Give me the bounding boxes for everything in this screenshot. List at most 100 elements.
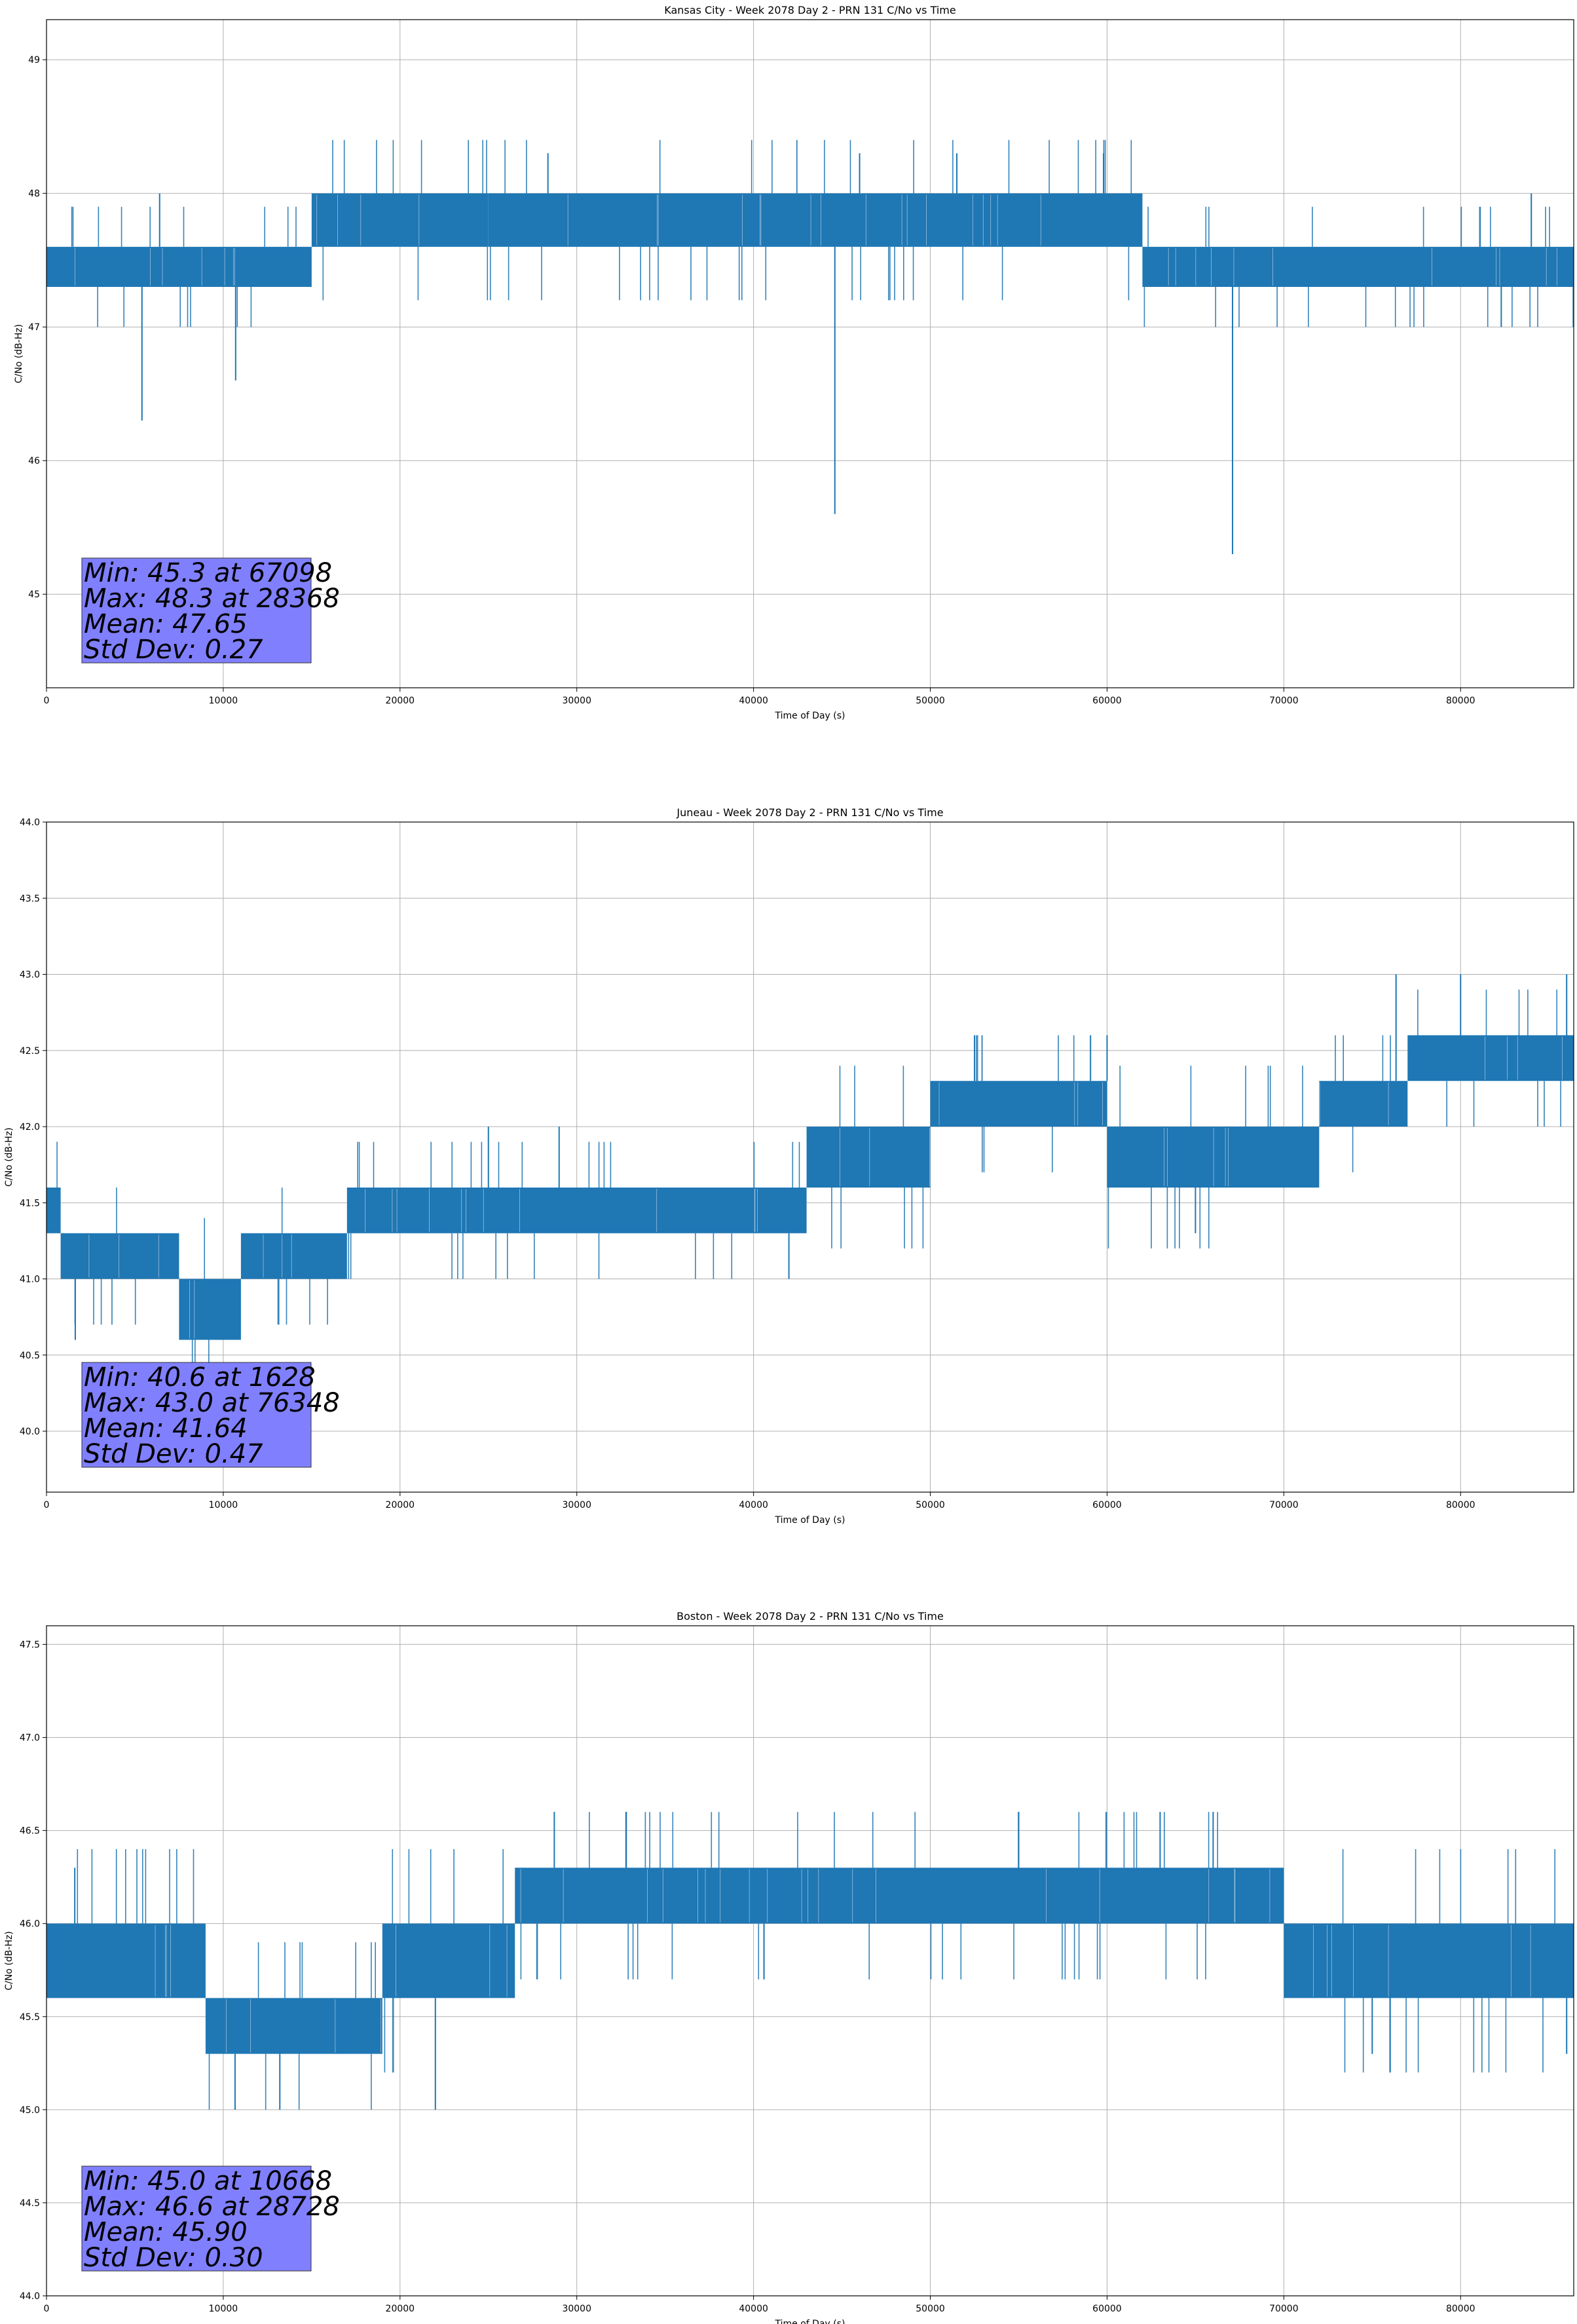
data-gaps [1168,248,1557,286]
chart-title: Boston - Week 2078 Day 2 - PRN 131 C/No … [677,1610,944,1622]
data-excursions [384,1849,504,2072]
y-tick-label: 40.0 [20,1427,40,1437]
data-excursions [97,206,297,328]
chart-0: Kansas City - Week 2078 Day 2 - PRN 131 … [14,4,1574,721]
x-tick-label: 60000 [1092,2304,1122,2314]
y-axis-label: C/No (dB-Hz) [14,324,24,383]
data-excursions [520,1812,1218,1979]
chart-title: Kansas City - Week 2078 Day 2 - PRN 131 … [664,4,955,16]
x-tick-label: 40000 [739,696,768,706]
stats-max: Max: 43.0 at 76348 [84,1388,340,1418]
data-band [806,1127,931,1188]
chart-title: Juneau - Week 2078 Day 2 - PRN 131 C/No … [676,806,943,819]
y-tick-label: 49 [28,55,40,66]
stats-max: Max: 46.6 at 28728 [84,2192,340,2222]
y-tick-label: 45.0 [20,2105,40,2116]
x-tick-label: 10000 [209,2304,238,2314]
data-band [205,1998,382,2054]
stats-box [81,1362,312,1468]
data-band [46,1188,61,1233]
y-tick-label: 41.5 [20,1198,40,1209]
data-band [1284,1923,1574,1998]
data-gaps [1313,1924,1531,1997]
x-tick-label: 60000 [1092,696,1122,706]
stats-max: Max: 48.3 at 28368 [84,584,340,614]
x-tick-label: 30000 [562,2304,591,2314]
y-tick-label: 46.5 [20,1826,40,1837]
data-gaps [1485,1036,1563,1080]
data-band [81,246,312,287]
stats-mean: Mean: 45.90 [84,2217,248,2247]
stats-std: Std Dev: 0.27 [84,635,263,665]
x-tick-label: 50000 [916,1500,945,1510]
stats-mean: Mean: 47.65 [84,609,248,639]
x-axis-label: Time of Day (s) [775,711,845,721]
y-tick-label: 48 [28,189,40,199]
plot-frame [46,19,1574,688]
data-excursions [1417,989,1561,1127]
data-band [179,1279,241,1340]
data-gaps [396,1924,508,1997]
x-tick-label: 20000 [386,2304,415,2314]
data-excursions [71,206,74,247]
data-gaps [226,1999,381,2053]
y-tick-label: 45.5 [20,2012,40,2023]
y-tick-label: 43.5 [20,893,40,904]
stats-std: Std Dev: 0.47 [84,1439,263,1469]
x-tick-label: 50000 [916,2304,945,2314]
data-band [515,1867,1284,1924]
x-tick-label: 70000 [1269,1500,1299,1510]
chart-2: Boston - Week 2078 Day 2 - PRN 131 C/No … [4,1610,1574,2324]
data-gaps [1164,1128,1229,1186]
x-tick-label: 70000 [1269,2304,1299,2314]
x-tick-label: 80000 [1446,1500,1475,1510]
x-axis-label: Time of Day (s) [775,1515,845,1526]
data-excursions [1107,1066,1303,1248]
data-band [60,1233,179,1279]
x-tick-label: 0 [44,696,50,706]
y-tick-label: 45 [28,590,40,600]
data-excursions [976,1035,1092,1172]
data-gaps [1319,1082,1389,1125]
x-tick-label: 80000 [1446,2304,1475,2314]
data-gaps [520,1869,1271,1922]
x-tick-label: 80000 [1446,696,1475,706]
plot-frame [46,1625,1574,2296]
stats-std: Std Dev: 0.30 [84,2243,263,2273]
data-gaps [150,248,235,286]
x-tick-label: 40000 [739,2304,768,2314]
x-tick-label: 0 [44,2304,50,2314]
chart-1: Juneau - Week 2078 Day 2 - PRN 131 C/No … [4,806,1574,1526]
data-band [488,193,1143,247]
data-band [46,1923,206,1998]
data-gaps [938,1082,1103,1125]
y-tick-label: 40.5 [20,1351,40,1361]
x-tick-label: 70000 [1269,696,1299,706]
data-band [1319,1081,1408,1127]
plot-frame [46,821,1574,1493]
x-tick-label: 20000 [386,1500,415,1510]
data-excursions [1342,1849,1555,2072]
data-gaps [567,195,1041,246]
x-axis-label: Time of Day (s) [775,2319,845,2324]
data-band [382,1923,515,1998]
data-band [1142,246,1574,287]
x-tick-label: 60000 [1092,1500,1122,1510]
stats-min: Min: 45.3 at 67098 [84,558,332,588]
y-tick-label: 47 [28,322,40,333]
data-excursions [831,1066,924,1248]
stats-min: Min: 45.0 at 10668 [84,2166,332,2196]
y-axis-label: C/No (dB-Hz) [4,1931,14,1990]
y-axis-label: C/No (dB-Hz) [4,1127,14,1186]
stats-box [81,557,312,664]
data-band [930,1081,1107,1127]
y-tick-label: 43.0 [20,970,40,981]
x-tick-label: 10000 [209,1500,238,1510]
data-gaps [88,1234,159,1278]
data-excursions [348,1142,800,1279]
x-tick-label: 30000 [562,696,591,706]
y-tick-label: 44.0 [20,817,40,828]
data-excursions [322,140,489,301]
data-band [1407,1035,1574,1081]
